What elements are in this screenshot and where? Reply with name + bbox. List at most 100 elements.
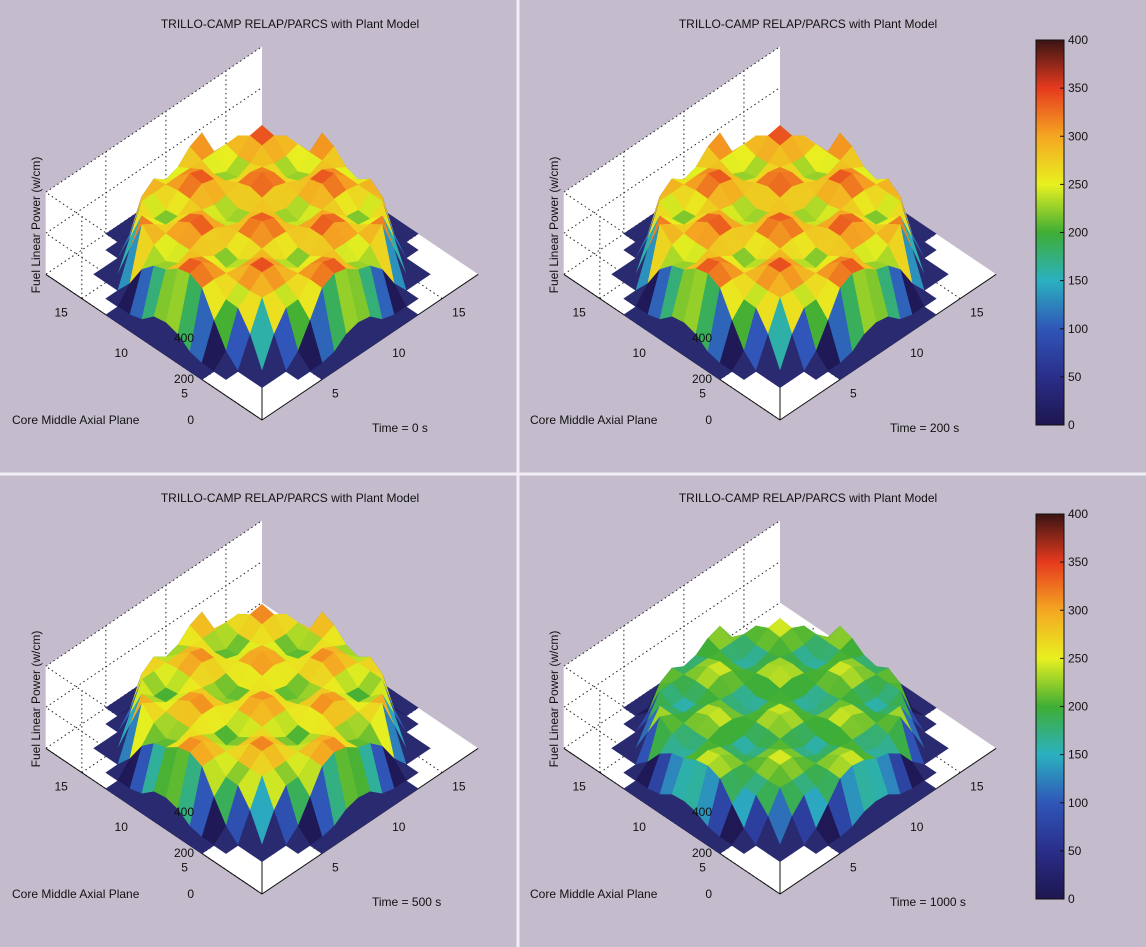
z-axis-label: Fuel Linear Power (w/cm) <box>547 631 561 768</box>
chart-title: TRILLO-CAMP RELAP/PARCS with Plant Model <box>679 491 937 505</box>
surface-cell <box>189 362 215 380</box>
surface-cell <box>249 371 275 388</box>
colorbar-tick-label: 200 <box>1068 700 1088 714</box>
x-tick-label: 10 <box>392 346 406 360</box>
z-tick-label: 200 <box>692 372 712 386</box>
colorbar-tick-label: 150 <box>1068 274 1088 288</box>
x-tick-label: 15 <box>970 306 984 320</box>
colorbar-tick-label: 200 <box>1068 226 1088 240</box>
time-label: Time = 200 s <box>890 421 959 435</box>
chart-title: TRILLO-CAMP RELAP/PARCS with Plant Model <box>161 17 419 31</box>
y-tick-label: 5 <box>699 387 706 401</box>
z-axis-label: Fuel Linear Power (w/cm) <box>29 157 43 294</box>
colorbar-tick-label: 100 <box>1068 322 1088 336</box>
y-tick-label: 5 <box>699 861 706 875</box>
plane-label: Core Middle Axial Plane <box>12 413 140 427</box>
z-axis-label: Fuel Linear Power (w/cm) <box>29 631 43 768</box>
surface-cell <box>707 836 733 854</box>
surface-cell <box>767 371 793 388</box>
surface-cell <box>285 825 311 854</box>
x-tick-label: 10 <box>910 820 924 834</box>
x-tick-label: 5 <box>850 387 857 401</box>
time-label: Time = 0 s <box>372 421 428 435</box>
z-tick-label: 0 <box>705 887 712 901</box>
colorbar-tick-label: 350 <box>1068 81 1088 95</box>
back-wall-right <box>45 520 262 749</box>
surface-cell <box>249 845 275 862</box>
z-tick-label: 0 <box>705 413 712 427</box>
colorbar <box>1035 513 1065 900</box>
colorbar-tick-label: 400 <box>1068 507 1088 521</box>
colorbar-tick-label: 150 <box>1068 748 1088 762</box>
x-tick-label: 5 <box>332 861 339 875</box>
y-tick-label: 10 <box>115 346 129 360</box>
y-tick-label: 10 <box>115 820 129 834</box>
chart-panel: TRILLO-CAMP RELAP/PARCS with Plant Model… <box>0 0 518 474</box>
surface-cell <box>707 362 733 380</box>
plane-label: Core Middle Axial Plane <box>530 413 658 427</box>
time-label: Time = 500 s <box>372 895 441 909</box>
z-tick-label: 200 <box>174 846 194 860</box>
colorbar-tick-label: 250 <box>1068 177 1088 191</box>
y-tick-label: 15 <box>54 780 68 794</box>
chart-panel: TRILLO-CAMP RELAP/PARCS with Plant Model… <box>518 474 1146 947</box>
plane-label: Core Middle Axial Plane <box>12 887 140 901</box>
surface-cell <box>731 828 757 854</box>
surface-cell <box>213 825 239 854</box>
x-tick-label: 5 <box>332 387 339 401</box>
z-tick-label: 400 <box>174 331 194 345</box>
z-axis-label: Fuel Linear Power (w/cm) <box>547 157 561 294</box>
colorbar-tick-label: 400 <box>1068 33 1088 47</box>
colorbar-tick-label: 100 <box>1068 796 1088 810</box>
plane-label: Core Middle Axial Plane <box>530 887 658 901</box>
y-tick-label: 5 <box>181 861 188 875</box>
surface-cell <box>803 350 829 380</box>
time-label: Time = 1000 s <box>890 895 966 909</box>
colorbar-tick-label: 300 <box>1068 129 1088 143</box>
chart-title: TRILLO-CAMP RELAP/PARCS with Plant Model <box>679 17 937 31</box>
colorbar-tick-label: 0 <box>1068 418 1075 432</box>
back-wall-right <box>45 46 262 275</box>
colorbar-tick-label: 0 <box>1068 892 1075 906</box>
y-tick-label: 15 <box>54 306 68 320</box>
x-tick-label: 15 <box>452 780 466 794</box>
z-tick-label: 400 <box>174 805 194 819</box>
z-tick-label: 0 <box>187 413 194 427</box>
surface-cell <box>213 350 239 380</box>
surface-cell <box>827 362 853 380</box>
surface-cell <box>309 362 335 380</box>
back-wall-right <box>563 46 780 275</box>
chart-panel: TRILLO-CAMP RELAP/PARCS with Plant Model… <box>0 474 518 947</box>
x-tick-label: 15 <box>452 306 466 320</box>
back-wall-right <box>563 520 780 749</box>
chart-title: TRILLO-CAMP RELAP/PARCS with Plant Model <box>161 491 419 505</box>
x-tick-label: 5 <box>850 861 857 875</box>
y-tick-label: 15 <box>572 306 586 320</box>
colorbar-tick-label: 350 <box>1068 555 1088 569</box>
z-tick-label: 0 <box>187 887 194 901</box>
colorbar <box>1035 39 1065 426</box>
y-tick-label: 15 <box>572 780 586 794</box>
z-tick-label: 200 <box>692 846 712 860</box>
surface-cell <box>309 836 335 854</box>
chart-panel: TRILLO-CAMP RELAP/PARCS with Plant Model… <box>518 0 1146 474</box>
x-tick-label: 10 <box>392 820 406 834</box>
surface-cell <box>803 828 829 854</box>
z-tick-label: 200 <box>174 372 194 386</box>
surface-cell <box>827 836 853 854</box>
colorbar-tick-label: 50 <box>1068 370 1082 384</box>
surface-cell <box>731 350 757 380</box>
y-tick-label: 5 <box>181 387 188 401</box>
surface-cell <box>189 836 215 854</box>
y-tick-label: 10 <box>633 820 647 834</box>
x-tick-label: 15 <box>970 780 984 794</box>
x-tick-label: 10 <box>910 346 924 360</box>
surface-cell <box>285 350 311 380</box>
surface-cell <box>767 845 793 862</box>
colorbar-tick-label: 250 <box>1068 651 1088 665</box>
z-tick-label: 400 <box>692 805 712 819</box>
colorbar-tick-label: 50 <box>1068 844 1082 858</box>
y-tick-label: 10 <box>633 346 647 360</box>
